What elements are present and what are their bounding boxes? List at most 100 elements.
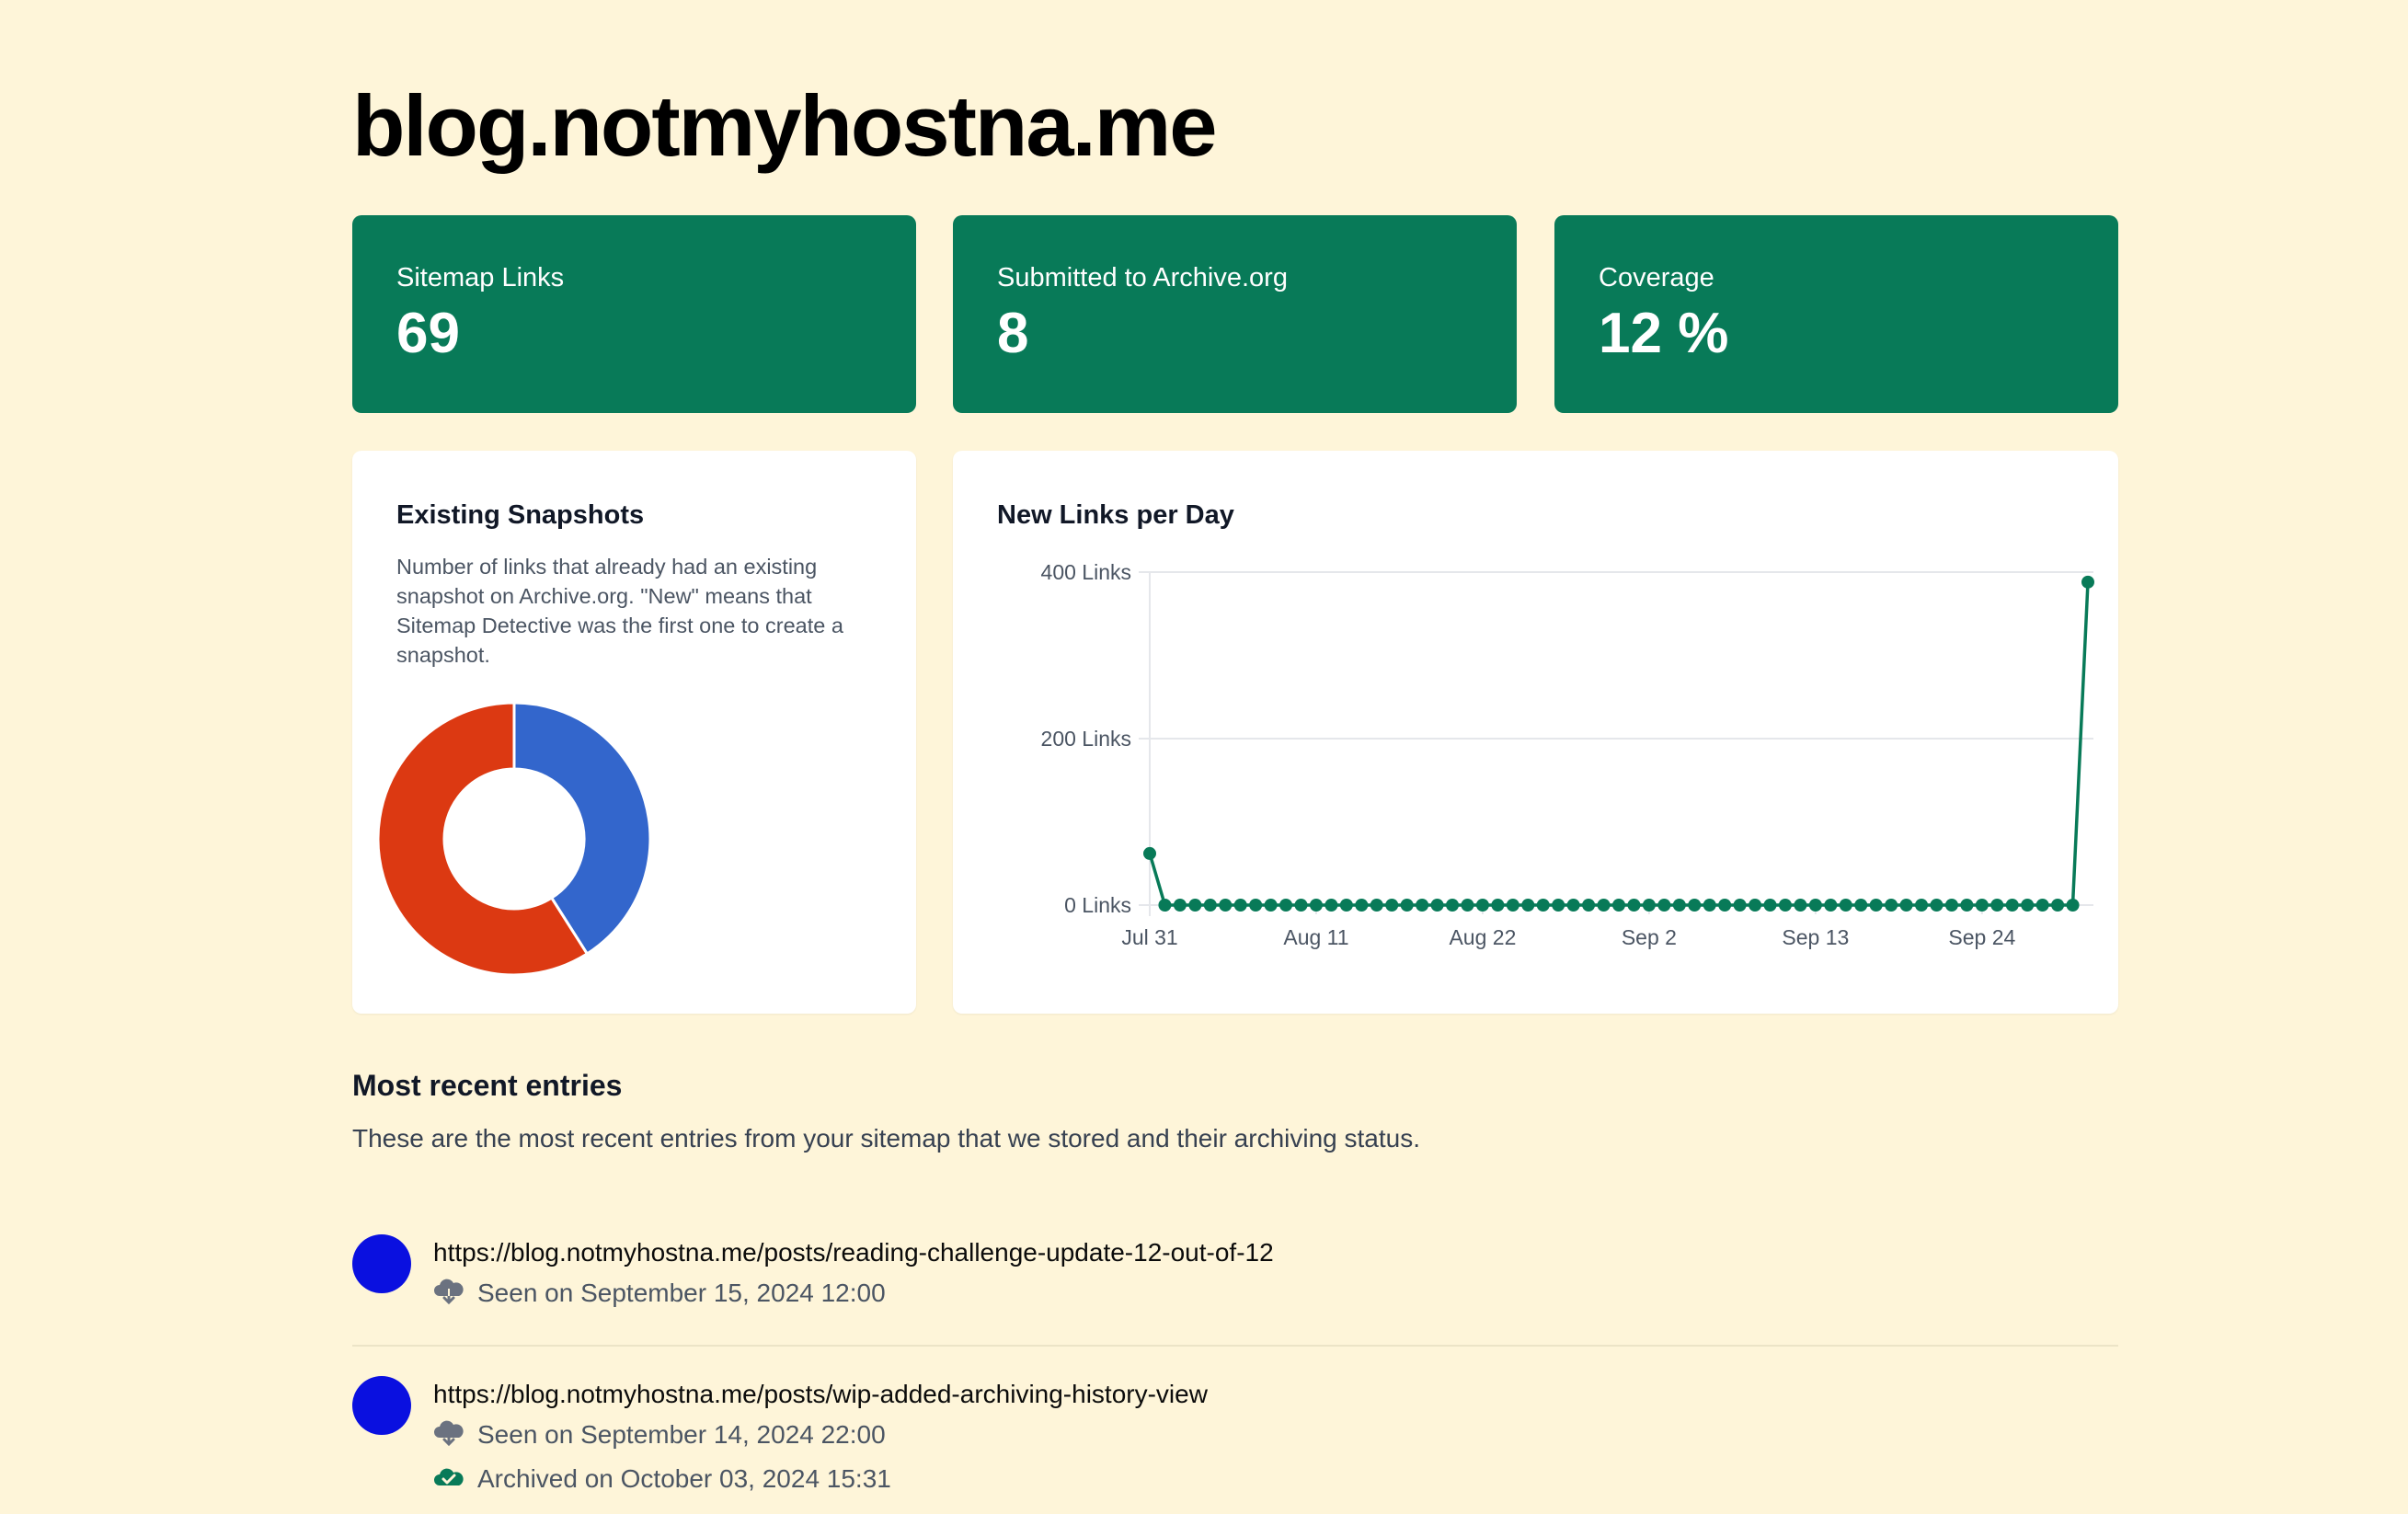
stat-label: Coverage xyxy=(1599,263,1714,292)
data-point[interactable] xyxy=(2081,575,2094,589)
data-point[interactable] xyxy=(2051,899,2065,912)
entry-seen-text: Seen on September 15, 2024 12:00 xyxy=(477,1279,886,1307)
data-point[interactable] xyxy=(1400,899,1414,912)
data-point[interactable] xyxy=(1990,899,2004,912)
data-point[interactable] xyxy=(1355,899,1369,912)
new-links-card: New Links per Day 400 Links 200 Links 0 Li… xyxy=(953,451,2118,1014)
data-point[interactable] xyxy=(1370,899,1383,912)
data-point[interactable] xyxy=(1536,899,1550,912)
data-point[interactable] xyxy=(1885,899,1898,912)
data-point[interactable] xyxy=(1975,899,1989,912)
data-point[interactable] xyxy=(2035,899,2049,912)
entry-archived-text: Archived on October 03, 2024 15:31 xyxy=(477,1464,891,1493)
data-point[interactable] xyxy=(1703,899,1716,912)
data-point[interactable] xyxy=(1733,899,1747,912)
data-point[interactable] xyxy=(1430,899,1444,912)
entry-seen: Seen on September 15, 2024 12:00 xyxy=(433,1277,886,1310)
data-point[interactable] xyxy=(1794,899,1807,912)
data-point[interactable] xyxy=(1475,899,1489,912)
data-point[interactable] xyxy=(1158,899,1172,912)
data-point[interactable] xyxy=(1552,899,1565,912)
data-point[interactable] xyxy=(1566,899,1580,912)
donut-chart xyxy=(376,701,652,977)
data-point[interactable] xyxy=(1279,899,1293,912)
cloud-download-icon xyxy=(434,1279,464,1305)
data-point[interactable] xyxy=(1899,899,1913,912)
data-point[interactable] xyxy=(1385,899,1399,912)
data-point[interactable] xyxy=(1188,899,1202,912)
data-point[interactable] xyxy=(1808,899,1822,912)
x-tick-label: Aug 22 xyxy=(1449,925,1516,949)
data-point[interactable] xyxy=(1915,899,1929,912)
data-point[interactable] xyxy=(1173,899,1187,912)
stat-label: Sitemap Links xyxy=(396,263,565,292)
data-point[interactable] xyxy=(1672,899,1686,912)
entry-seen: Seen on September 14, 2024 22:00 xyxy=(433,1418,886,1451)
data-point[interactable] xyxy=(1642,899,1656,912)
x-tick-label: Aug 11 xyxy=(1283,925,1348,949)
data-point[interactable] xyxy=(1309,899,1323,912)
data-point[interactable] xyxy=(1688,899,1702,912)
data-point[interactable] xyxy=(1264,899,1278,912)
data-point[interactable] xyxy=(1597,899,1611,912)
avatar xyxy=(352,1234,411,1293)
data-point[interactable] xyxy=(1627,899,1641,912)
data-point[interactable] xyxy=(1506,899,1519,912)
stat-card-sitemap-links: Sitemap Links 69 xyxy=(352,215,916,413)
data-point[interactable] xyxy=(1869,899,1883,912)
card-description: Number of links that already had an exis… xyxy=(396,555,843,667)
existing-snapshots-card: Existing Snapshots Number of links that … xyxy=(352,451,916,1014)
data-point[interactable] xyxy=(1839,899,1852,912)
recent-entries-title: Most recent entries xyxy=(352,1069,623,1102)
y-tick-label: 200 Links xyxy=(1041,727,1131,751)
entry-archived: Archived on October 03, 2024 15:31 xyxy=(433,1462,891,1496)
series-line xyxy=(1148,581,2090,907)
data-point[interactable] xyxy=(2066,899,2080,912)
data-point[interactable] xyxy=(1294,899,1308,912)
donut-slice[interactable] xyxy=(376,701,590,977)
data-point[interactable] xyxy=(2021,899,2035,912)
data-point[interactable] xyxy=(1521,899,1535,912)
stat-label: Submitted to Archive.org xyxy=(997,263,1288,292)
data-point[interactable] xyxy=(1763,899,1777,912)
data-point[interactable] xyxy=(1930,899,1944,912)
entry-seen-text: Seen on September 14, 2024 22:00 xyxy=(477,1420,886,1449)
recent-entries-description: These are the most recent entries from y… xyxy=(352,1124,1420,1153)
data-point[interactable] xyxy=(1203,899,1217,912)
data-point[interactable] xyxy=(1824,899,1838,912)
data-point[interactable] xyxy=(1339,899,1353,912)
data-point[interactable] xyxy=(1854,899,1868,912)
data-point[interactable] xyxy=(1249,899,1263,912)
x-tick-label: Jul 31 xyxy=(1121,925,1177,949)
data-point[interactable] xyxy=(1582,899,1596,912)
stat-card-coverage: Coverage 12 % xyxy=(1554,215,2118,413)
data-point[interactable] xyxy=(1324,899,1338,912)
data-point[interactable] xyxy=(1749,899,1762,912)
data-point[interactable] xyxy=(1612,899,1625,912)
data-point[interactable] xyxy=(1446,899,1460,912)
x-tick-label: Sep 13 xyxy=(1782,925,1849,949)
data-point[interactable] xyxy=(2005,899,2019,912)
stat-value: 12 % xyxy=(1599,302,1729,365)
data-point[interactable] xyxy=(1657,899,1671,912)
data-point[interactable] xyxy=(1491,899,1505,912)
entry-url[interactable]: https://blog.notmyhostna.me/posts/wip-ad… xyxy=(433,1380,1208,1408)
data-point[interactable] xyxy=(1233,899,1247,912)
stat-value: 8 xyxy=(997,302,1029,365)
data-point[interactable] xyxy=(1944,899,1958,912)
data-point[interactable] xyxy=(1960,899,1974,912)
data-point[interactable] xyxy=(1461,899,1474,912)
data-point[interactable] xyxy=(1416,899,1429,912)
line-chart: 400 Links 200 Links 0 Links Jul 31 Aug 11 Aug… xyxy=(1041,560,2094,949)
data-point[interactable] xyxy=(1219,899,1233,912)
stat-value: 69 xyxy=(396,302,460,365)
data-point[interactable] xyxy=(1718,899,1732,912)
entry-url[interactable]: https://blog.notmyhostna.me/posts/readin… xyxy=(433,1238,1274,1267)
donut-slice[interactable] xyxy=(512,701,652,957)
x-tick-label: Sep 24 xyxy=(1948,925,2015,949)
stat-card-submitted: Submitted to Archive.org 8 xyxy=(953,215,1517,413)
card-title: Existing Snapshots xyxy=(396,500,645,530)
divider xyxy=(352,1345,2118,1347)
data-point[interactable] xyxy=(1778,899,1792,912)
data-point[interactable] xyxy=(1143,846,1156,860)
